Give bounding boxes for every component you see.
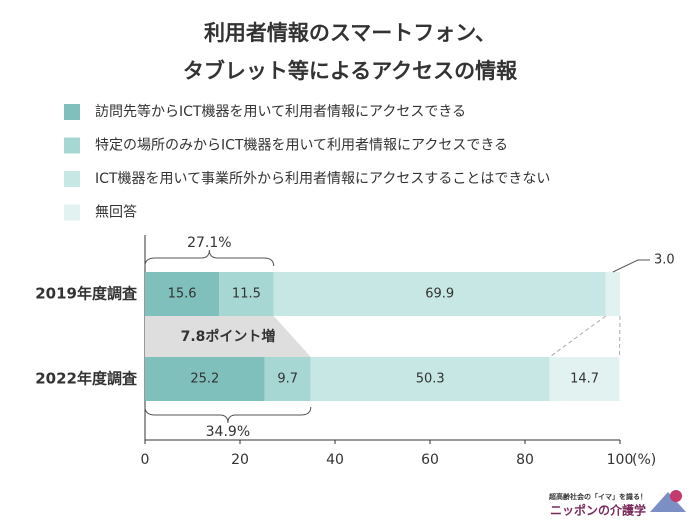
bar-segment	[549, 357, 620, 401]
bar-segment	[605, 272, 620, 316]
value-label: 15.6	[168, 287, 197, 302]
value-label: 14.7	[570, 372, 599, 387]
legend-swatch	[64, 104, 80, 120]
bar-segment	[145, 357, 265, 401]
value-label: 25.2	[190, 372, 219, 387]
logo-icon	[650, 492, 686, 512]
logo-text: 超高齢社会の「イマ」を識る！	[549, 492, 647, 501]
category-label: 2022年度調査	[35, 370, 138, 388]
value-label: 69.9	[425, 287, 454, 302]
leader-line	[612, 259, 650, 273]
x-tick-label: 80	[516, 452, 534, 468]
annotation: 7.8ポイント増	[181, 328, 276, 345]
bar-segment	[219, 272, 274, 316]
bar-segment	[273, 272, 606, 316]
legend-label: 特定の場所のみからICT機器を用いて利用者情報にアクセスできる	[95, 138, 508, 154]
legend-swatch	[64, 137, 80, 154]
legend-label: 訪問先等からICT機器を用いて利用者情報にアクセスできる	[95, 103, 466, 120]
logo-text: ニッポンの介護学	[550, 503, 646, 518]
legend-label: ICT機器を用いて事業所外から利用者情報にアクセスすることはできない	[95, 171, 550, 187]
bar-segment	[310, 357, 550, 401]
brace	[144, 249, 275, 267]
x-tick-label: 20	[231, 452, 249, 468]
logo-icon	[670, 490, 682, 502]
chart-title: 利用者情報のスマートフォン、	[204, 21, 496, 45]
annotation: 27.1%	[187, 235, 231, 251]
bar-segment	[145, 272, 220, 316]
bar-segment	[264, 357, 311, 401]
axis-unit: (%)	[632, 452, 656, 468]
value-label: 3.0	[654, 253, 675, 268]
comparison-band	[145, 316, 311, 357]
category-label: 2019年度調査	[35, 285, 138, 303]
value-label: 50.3	[416, 372, 445, 387]
chart-title: タブレット等によるアクセスの情報	[183, 59, 518, 83]
x-tick-label: 0	[141, 452, 150, 468]
legend-swatch	[64, 204, 80, 221]
annotation: 34.9%	[206, 424, 250, 440]
guide-line	[549, 315, 607, 358]
x-tick-label: 100	[607, 452, 634, 468]
legend-label: 無回答	[95, 204, 137, 221]
brace	[144, 406, 312, 424]
value-label: 11.5	[232, 287, 261, 302]
value-label: 9.7	[277, 372, 298, 387]
x-tick-label: 60	[421, 452, 439, 468]
x-tick-label: 40	[326, 452, 344, 468]
legend-swatch	[64, 171, 80, 187]
